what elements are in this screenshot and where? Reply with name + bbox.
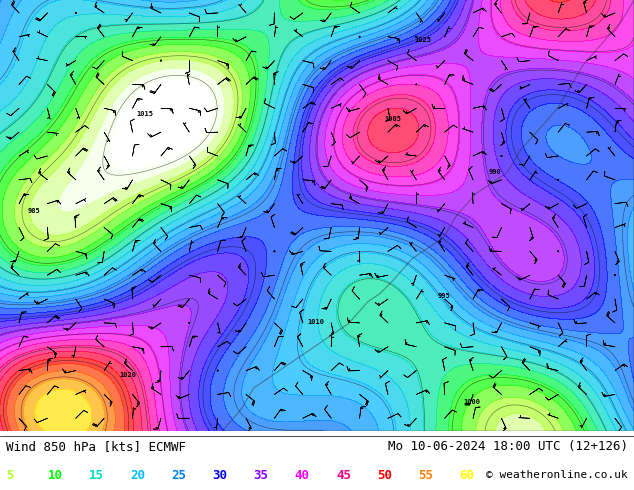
Text: 5: 5 xyxy=(6,469,14,482)
Text: 990: 990 xyxy=(489,169,501,175)
Text: © weatheronline.co.uk: © weatheronline.co.uk xyxy=(486,470,628,480)
Text: 1010: 1010 xyxy=(307,319,325,325)
Text: 30: 30 xyxy=(212,469,228,482)
Text: 985: 985 xyxy=(27,208,41,214)
Text: 1000: 1000 xyxy=(463,398,481,405)
Text: 1005: 1005 xyxy=(385,116,402,122)
Text: 25: 25 xyxy=(171,469,186,482)
Text: 40: 40 xyxy=(295,469,310,482)
Text: 55: 55 xyxy=(418,469,434,482)
Text: 50: 50 xyxy=(377,469,392,482)
Text: 1020: 1020 xyxy=(120,372,137,378)
Text: 10: 10 xyxy=(48,469,63,482)
Text: 20: 20 xyxy=(130,469,145,482)
Text: 60: 60 xyxy=(460,469,475,482)
Text: 995: 995 xyxy=(437,294,450,299)
Text: 15: 15 xyxy=(89,469,104,482)
Text: 35: 35 xyxy=(254,469,269,482)
Text: Mo 10-06-2024 18:00 UTC (12+126): Mo 10-06-2024 18:00 UTC (12+126) xyxy=(387,440,628,453)
Text: 1015: 1015 xyxy=(136,112,153,118)
Text: 45: 45 xyxy=(336,469,351,482)
Text: 1025: 1025 xyxy=(414,37,431,43)
Text: Wind 850 hPa [kts] ECMWF: Wind 850 hPa [kts] ECMWF xyxy=(6,440,186,453)
